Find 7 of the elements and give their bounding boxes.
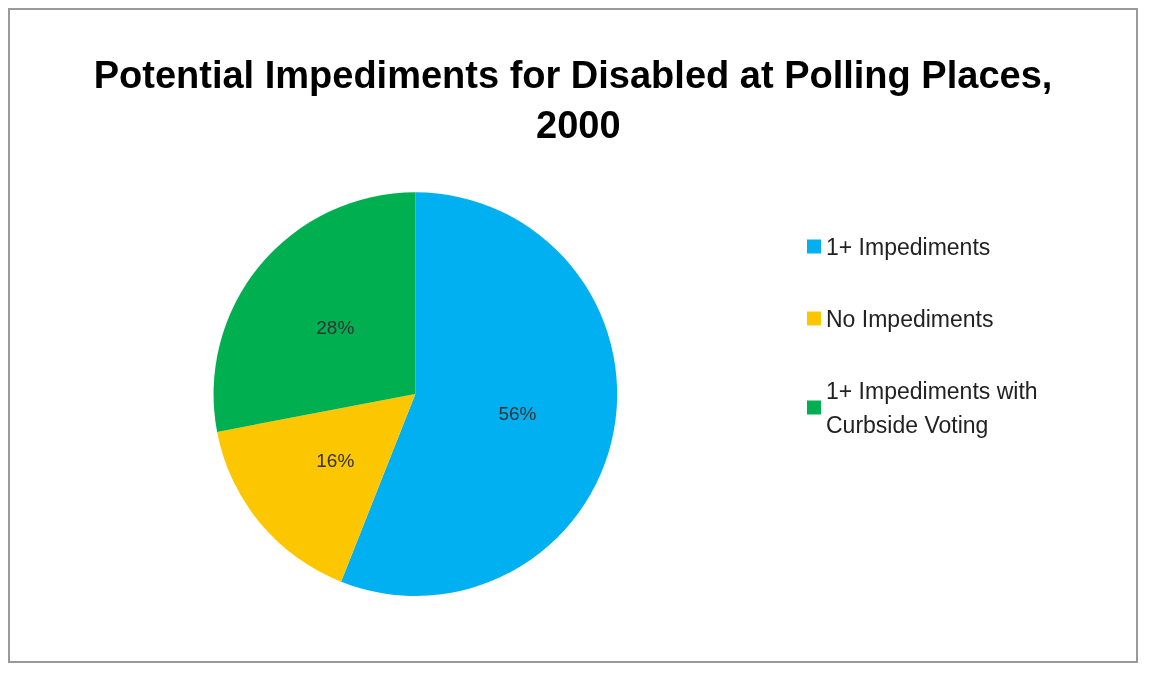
legend-label: 1+ Impediments xyxy=(826,233,991,260)
data-label: 16% xyxy=(316,449,355,471)
chart-title: Potential Impediments for Disabled at Polling Places, 2000 xyxy=(93,54,1053,146)
legend-label: No Impediments xyxy=(826,305,994,332)
data-label: 56% xyxy=(498,403,537,425)
legend-label: 1+ Impediments with Curbside Voting xyxy=(826,377,1044,438)
data-label: 28% xyxy=(316,317,355,339)
